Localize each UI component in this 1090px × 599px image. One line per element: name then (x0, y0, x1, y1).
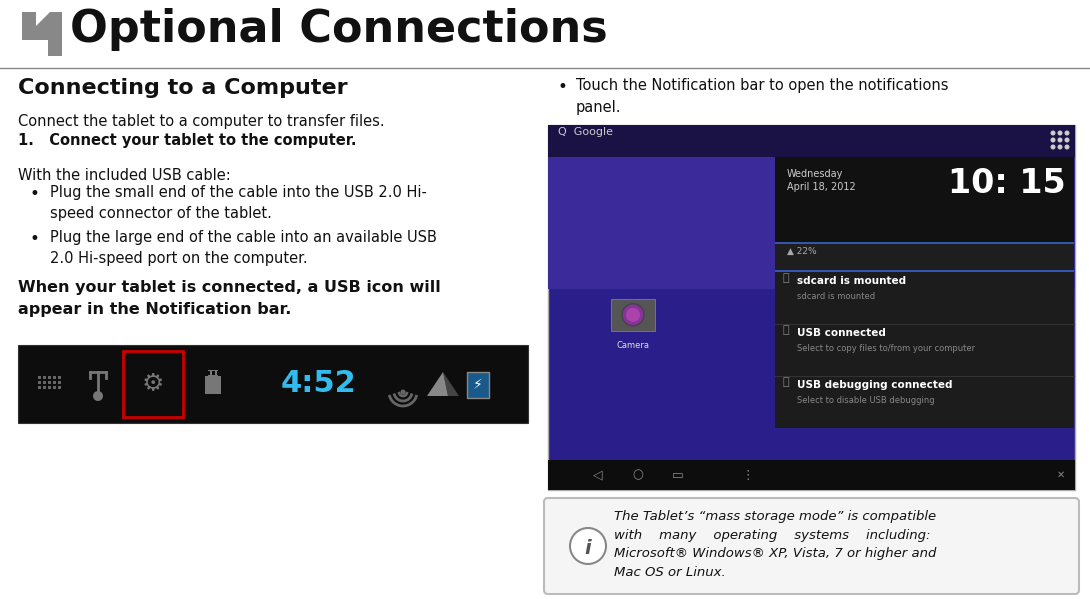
Bar (775, 272, 1074, 428)
Circle shape (93, 391, 102, 401)
Text: ▭: ▭ (673, 468, 683, 482)
Text: ⬩: ⬩ (783, 325, 789, 335)
Bar (38, 376, 41, 379)
Text: •: • (558, 78, 568, 96)
Text: 10: 15: 10: 15 (948, 167, 1066, 200)
Text: Optional Connections: Optional Connections (70, 8, 608, 51)
Bar (53, 381, 56, 384)
Bar (53, 386, 56, 389)
Text: Select to disable USB debugging: Select to disable USB debugging (797, 396, 934, 405)
Bar (38, 381, 41, 384)
Bar (775, 242, 1074, 270)
Polygon shape (427, 372, 448, 396)
Text: •: • (31, 185, 40, 203)
Text: sdcard is mounted: sdcard is mounted (797, 292, 875, 301)
Bar (211, 371, 215, 375)
Text: USB connected: USB connected (797, 328, 885, 338)
Bar (775, 270, 1074, 272)
Bar (43, 376, 46, 379)
Bar (205, 376, 221, 394)
Text: Plug the small end of the cable into the USB 2.0 Hi-
speed connector of the tabl: Plug the small end of the cable into the… (50, 185, 427, 221)
Bar (548, 125, 1075, 157)
Bar (207, 371, 210, 375)
Text: Connect the tablet to a computer to transfer files.: Connect the tablet to a computer to tran… (19, 114, 385, 129)
Text: ◁: ◁ (593, 468, 603, 482)
Text: ✕: ✕ (1057, 470, 1065, 480)
Text: 4:52: 4:52 (280, 370, 355, 398)
Bar (208, 370, 218, 376)
Bar (611, 299, 655, 331)
Text: i: i (584, 539, 591, 558)
Text: With the included USB cable:: With the included USB cable: (19, 168, 231, 183)
Text: Q  Google: Q Google (558, 127, 613, 137)
Bar (43, 386, 46, 389)
Text: ▲ 22%: ▲ 22% (787, 247, 816, 256)
Bar (48, 386, 51, 389)
Text: Touch the Notification bar to open the notifications
panel.: Touch the Notification bar to open the n… (576, 78, 948, 114)
Text: 1.   Connect your tablet to the computer.: 1. Connect your tablet to the computer. (19, 133, 356, 148)
Bar (123, 351, 183, 417)
Bar (548, 125, 1075, 289)
Text: Camera: Camera (617, 341, 650, 350)
Bar (58, 381, 61, 384)
Text: ⬩: ⬩ (783, 377, 789, 387)
Polygon shape (443, 372, 459, 396)
Bar (775, 242, 1074, 244)
Circle shape (1065, 144, 1069, 150)
Text: ⋮: ⋮ (742, 468, 754, 482)
Text: ⚡: ⚡ (473, 378, 483, 392)
Circle shape (626, 308, 640, 322)
Circle shape (570, 528, 606, 564)
Circle shape (1065, 138, 1069, 143)
Bar (217, 371, 220, 375)
Circle shape (622, 304, 644, 326)
Text: ○: ○ (632, 468, 643, 482)
Text: When your tablet is connected, a USB icon will
appear in the Notification bar.: When your tablet is connected, a USB ico… (19, 280, 440, 317)
Bar (48, 381, 51, 384)
Text: ⚙: ⚙ (142, 372, 165, 396)
Circle shape (1051, 144, 1055, 150)
Text: sdcard is mounted: sdcard is mounted (797, 276, 906, 286)
Bar (58, 376, 61, 379)
Circle shape (400, 389, 405, 395)
Text: Connecting to a Computer: Connecting to a Computer (19, 78, 348, 98)
Bar (48, 376, 51, 379)
Bar (38, 386, 41, 389)
Text: The Tablet’s “mass storage mode” is compatible
with    many    operating    syst: The Tablet’s “mass storage mode” is comp… (614, 510, 936, 579)
Circle shape (1065, 131, 1069, 135)
Text: Plug the large end of the cable into an available USB
2.0 Hi-speed port on the c: Plug the large end of the cable into an … (50, 230, 437, 266)
Text: USB debugging connected: USB debugging connected (797, 380, 952, 390)
Bar (548, 125, 1075, 490)
FancyBboxPatch shape (544, 498, 1079, 594)
Bar (43, 381, 46, 384)
Bar (53, 376, 56, 379)
Circle shape (1057, 144, 1063, 150)
Bar (58, 386, 61, 389)
Polygon shape (22, 12, 62, 56)
Circle shape (1051, 131, 1055, 135)
Bar (19, 345, 528, 423)
Text: •: • (31, 230, 40, 248)
Bar (775, 157, 1074, 242)
Circle shape (1051, 138, 1055, 143)
Circle shape (1057, 138, 1063, 143)
Circle shape (1057, 131, 1063, 135)
Text: Wednesday
April 18, 2012: Wednesday April 18, 2012 (787, 169, 856, 192)
Bar (467, 372, 489, 398)
Bar (548, 460, 1075, 490)
Text: Select to copy files to/from your computer: Select to copy files to/from your comput… (797, 344, 974, 353)
Text: ⬩: ⬩ (783, 273, 789, 283)
